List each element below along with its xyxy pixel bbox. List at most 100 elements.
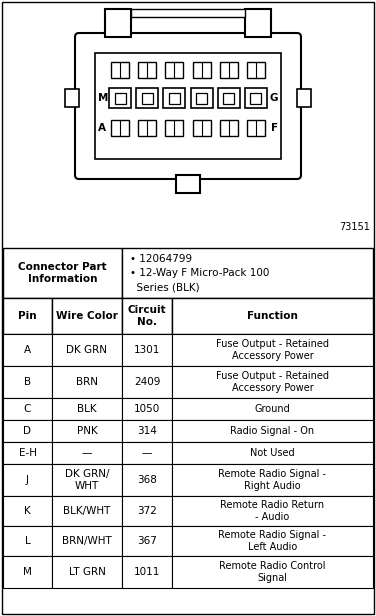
Bar [172,398,373,420]
Bar [142,92,153,103]
Text: PNK: PNK [77,426,97,436]
Text: Remote Radio Control
Signal: Remote Radio Control Signal [219,561,326,583]
Bar [193,120,211,136]
Bar [122,398,172,420]
Text: BLK/WHT: BLK/WHT [63,506,111,516]
Bar [122,496,172,526]
Text: Remote Radio Signal -
Left Audio: Remote Radio Signal - Left Audio [218,530,326,552]
Text: 2409: 2409 [134,377,160,387]
Text: Fuse Output - Retained
Accessory Power: Fuse Output - Retained Accessory Power [216,371,329,393]
Text: 314: 314 [137,426,157,436]
Text: C: C [24,404,31,414]
Text: D: D [23,426,32,436]
Bar [3,298,52,334]
Bar [3,366,52,398]
Bar [193,62,211,78]
Bar [52,496,122,526]
Text: Connector Part
Information: Connector Part Information [18,262,107,284]
Bar [165,120,183,136]
Text: DK GRN/
WHT: DK GRN/ WHT [65,469,109,491]
Bar [220,62,238,78]
FancyBboxPatch shape [75,33,301,179]
Bar [136,88,158,108]
Bar [172,334,373,366]
Bar [245,9,271,37]
Text: Remote Radio Signal -
Right Audio: Remote Radio Signal - Right Audio [218,469,326,491]
Bar [172,496,373,526]
Text: • 12064799
• 12-Way F Micro-Pack 100
  Series (BLK): • 12064799 • 12-Way F Micro-Pack 100 Ser… [130,254,269,292]
Bar [218,88,240,108]
Text: Function: Function [247,311,298,321]
Bar [131,9,245,17]
Bar [191,88,212,108]
Text: E-H: E-H [18,448,36,458]
Text: 1050: 1050 [134,404,160,414]
Bar [164,88,185,108]
Bar [111,62,129,78]
Text: M: M [23,567,32,577]
Bar [3,420,52,442]
Bar [3,464,52,496]
Text: DK GRN: DK GRN [67,345,108,355]
Bar [52,420,122,442]
Text: J: J [26,475,29,485]
Bar [176,175,200,193]
Bar [52,442,122,464]
Text: Circuit
No.: Circuit No. [128,305,166,327]
Bar [172,556,373,588]
Text: Fuse Output - Retained
Accessory Power: Fuse Output - Retained Accessory Power [216,339,329,361]
Bar [169,92,180,103]
Bar [172,298,373,334]
Bar [165,62,183,78]
Text: BLK: BLK [77,404,97,414]
Bar [3,248,122,298]
Bar [52,398,122,420]
Text: Pin: Pin [18,311,37,321]
Text: L: L [24,536,30,546]
Bar [297,89,311,107]
Bar [109,88,131,108]
Bar [3,442,52,464]
Bar [245,88,267,108]
Text: F: F [271,123,278,133]
Bar [122,366,172,398]
Bar [172,442,373,464]
Text: 367: 367 [137,536,157,546]
Bar [172,420,373,442]
Text: M: M [98,93,108,103]
Bar [122,556,172,588]
Text: 368: 368 [137,475,157,485]
Text: —: — [142,448,152,458]
Text: 1011: 1011 [134,567,160,577]
Bar [115,92,126,103]
Text: BRN: BRN [76,377,98,387]
Text: 1301: 1301 [134,345,160,355]
Text: G: G [270,93,278,103]
Bar [138,62,156,78]
Bar [52,366,122,398]
Bar [3,526,52,556]
Bar [122,420,172,442]
Text: Ground: Ground [255,404,290,414]
Bar [247,62,265,78]
Bar [111,120,129,136]
Text: 73151: 73151 [339,222,370,232]
Bar [220,120,238,136]
Bar [196,92,207,103]
Bar [172,366,373,398]
Bar [52,556,122,588]
Text: —: — [82,448,92,458]
Bar [52,298,122,334]
Bar [172,526,373,556]
Bar [122,442,172,464]
Text: K: K [24,506,31,516]
Text: BRN/WHT: BRN/WHT [62,536,112,546]
Text: Remote Radio Return
- Audio: Remote Radio Return - Audio [220,500,324,522]
Bar [3,556,52,588]
Bar [223,92,234,103]
Text: Not Used: Not Used [250,448,295,458]
Bar [95,53,281,159]
Bar [122,298,172,334]
Text: A: A [98,123,106,133]
Bar [138,120,156,136]
